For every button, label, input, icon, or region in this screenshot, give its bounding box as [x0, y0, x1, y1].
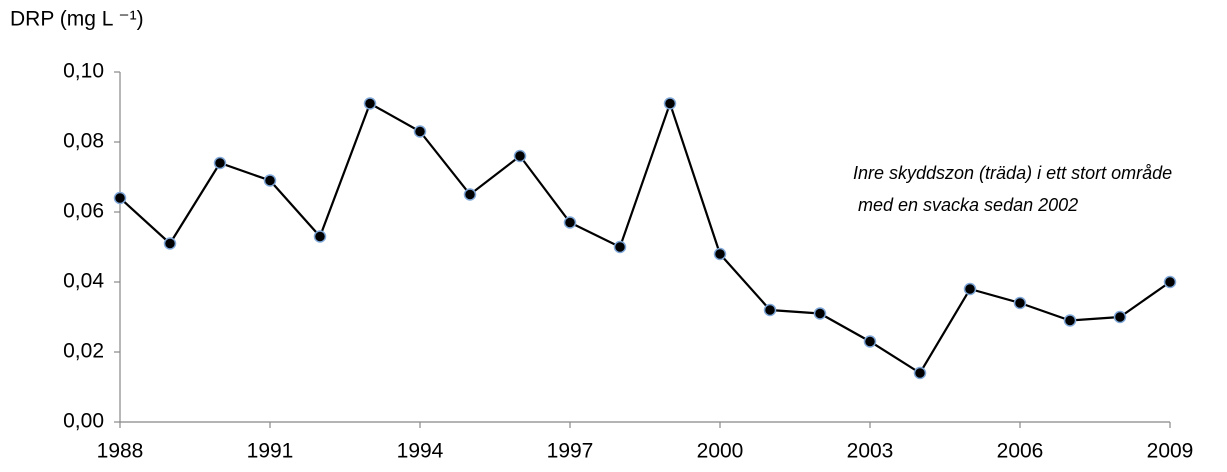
marker	[363, 97, 377, 110]
x-tick-label: 1988	[97, 440, 144, 463]
marker	[613, 240, 627, 254]
x-tick-label: 2000	[697, 440, 744, 463]
marker	[413, 125, 427, 138]
x-tick-label: 1991	[247, 440, 294, 463]
annotation: med en svacka sedan 2002	[858, 195, 1078, 215]
marker	[1113, 310, 1127, 324]
x-tick-label: 1997	[547, 440, 594, 463]
y-axis-label: DRP (mg L ⁻¹)	[10, 8, 144, 31]
marker	[713, 247, 727, 261]
marker	[163, 237, 177, 250]
y-tick-label: 0,00	[63, 410, 104, 433]
y-tick-label: 0,08	[63, 130, 104, 153]
marker	[913, 366, 927, 380]
annotation: Inre skyddszon (träda) i ett stort områd…	[853, 163, 1172, 183]
marker	[1063, 314, 1077, 327]
marker	[963, 282, 977, 296]
marker	[563, 216, 577, 229]
y-tick-label: 0,02	[63, 340, 104, 363]
marker	[763, 303, 777, 317]
marker	[663, 97, 677, 110]
marker	[1163, 275, 1177, 289]
marker	[513, 149, 527, 163]
y-tick-label: 0,04	[63, 270, 104, 293]
y-tick-label: 0,06	[63, 200, 104, 223]
marker	[213, 156, 227, 170]
x-tick-label: 2006	[997, 440, 1044, 463]
marker	[1013, 296, 1027, 310]
marker	[463, 188, 477, 201]
marker	[313, 230, 327, 243]
y-tick-label: 0,10	[63, 60, 104, 83]
marker	[813, 307, 827, 320]
line	[119, 100, 1171, 375]
marker	[113, 191, 127, 205]
marker	[263, 174, 277, 187]
x-tick-label: 2003	[847, 440, 894, 463]
marker	[863, 335, 877, 348]
x-tick-label: 2009	[1147, 440, 1194, 463]
x-tick-label: 1994	[397, 440, 444, 463]
